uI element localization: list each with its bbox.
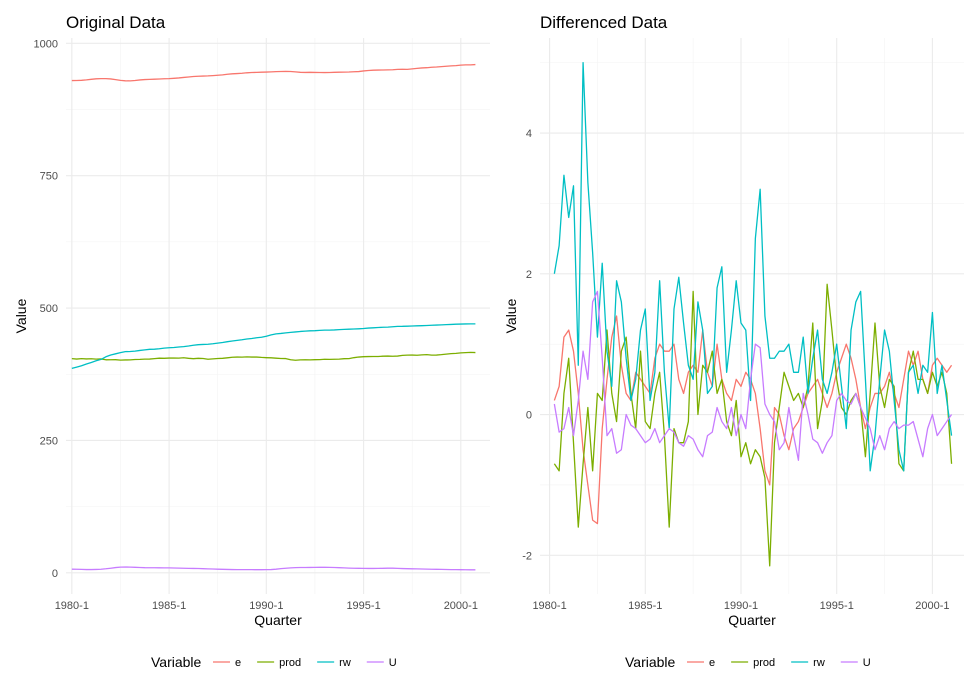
x-tick-label: 1985-1	[628, 600, 662, 612]
legend-item-U: U	[840, 657, 871, 669]
legend-item-e: e	[687, 657, 715, 669]
series-line-e	[71, 63, 476, 82]
legend-item-prod: prod	[731, 657, 775, 669]
y-tick-label: -2	[522, 550, 532, 562]
x-tick-label: 1995-1	[346, 600, 380, 612]
y-tick-label: 0	[52, 568, 58, 580]
x-tick-label: 2000-1	[444, 600, 478, 612]
legend-item-rw: rw	[791, 657, 825, 669]
y-tick-label: 250	[40, 435, 58, 447]
y-tick-label: 2	[526, 269, 532, 281]
series-line-rw	[71, 323, 476, 369]
y-tick-label: 1000	[34, 38, 58, 50]
gridlines	[66, 38, 490, 594]
original-data-panel: Original Data Quarter Value 0 250 500 750 10…	[13, 13, 490, 628]
x-tick-label: 2000-1	[915, 600, 949, 612]
x-tick-label: 1990-1	[724, 600, 758, 612]
series-line-prod	[71, 351, 476, 361]
legend-label: rw	[339, 657, 351, 669]
legend-label: prod	[753, 657, 775, 669]
series-line-rw	[553, 61, 953, 472]
x-tick-label: 1980-1	[55, 600, 89, 612]
series-line-prod	[553, 283, 953, 567]
legend-label: U	[863, 657, 871, 669]
legend-title: Variable	[151, 654, 202, 670]
x-tick-label: 1995-1	[820, 600, 854, 612]
legend-item-e: e	[213, 657, 241, 669]
legend-label: e	[709, 657, 715, 669]
legend-item-U: U	[366, 657, 397, 669]
legend-label: e	[235, 657, 241, 669]
series-line-U	[553, 290, 953, 461]
legend-label: U	[389, 657, 397, 669]
x-tick-label: 1980-1	[532, 600, 566, 612]
x-axis-title: Quarter	[254, 612, 302, 628]
y-tick-label: 4	[526, 128, 532, 140]
legend-label: prod	[279, 657, 301, 669]
y-tick-label: 750	[40, 171, 58, 183]
y-axis-title: Value	[13, 298, 29, 333]
legend-title: Variable	[625, 654, 676, 670]
legend-item-prod: prod	[257, 657, 301, 669]
chart-title: Differenced Data	[540, 13, 668, 32]
y-axis-title: Value	[503, 298, 519, 333]
legend: Variable e prod rw U	[625, 654, 871, 670]
gridlines	[540, 38, 964, 594]
x-tick-label: 1985-1	[152, 600, 186, 612]
legend: Variable e prod rw U	[151, 654, 397, 670]
chart-title: Original Data	[66, 13, 166, 32]
legend-label: rw	[813, 657, 825, 669]
x-tick-label: 1990-1	[249, 600, 283, 612]
legend-item-rw: rw	[317, 657, 351, 669]
y-tick-label: 500	[40, 303, 58, 315]
y-tick-label: 0	[526, 410, 532, 422]
series-line-U	[71, 566, 476, 571]
differenced-data-panel: Differenced Data Quarter Value -2 0 2 4 1980…	[503, 13, 964, 628]
x-axis-title: Quarter	[728, 612, 776, 628]
